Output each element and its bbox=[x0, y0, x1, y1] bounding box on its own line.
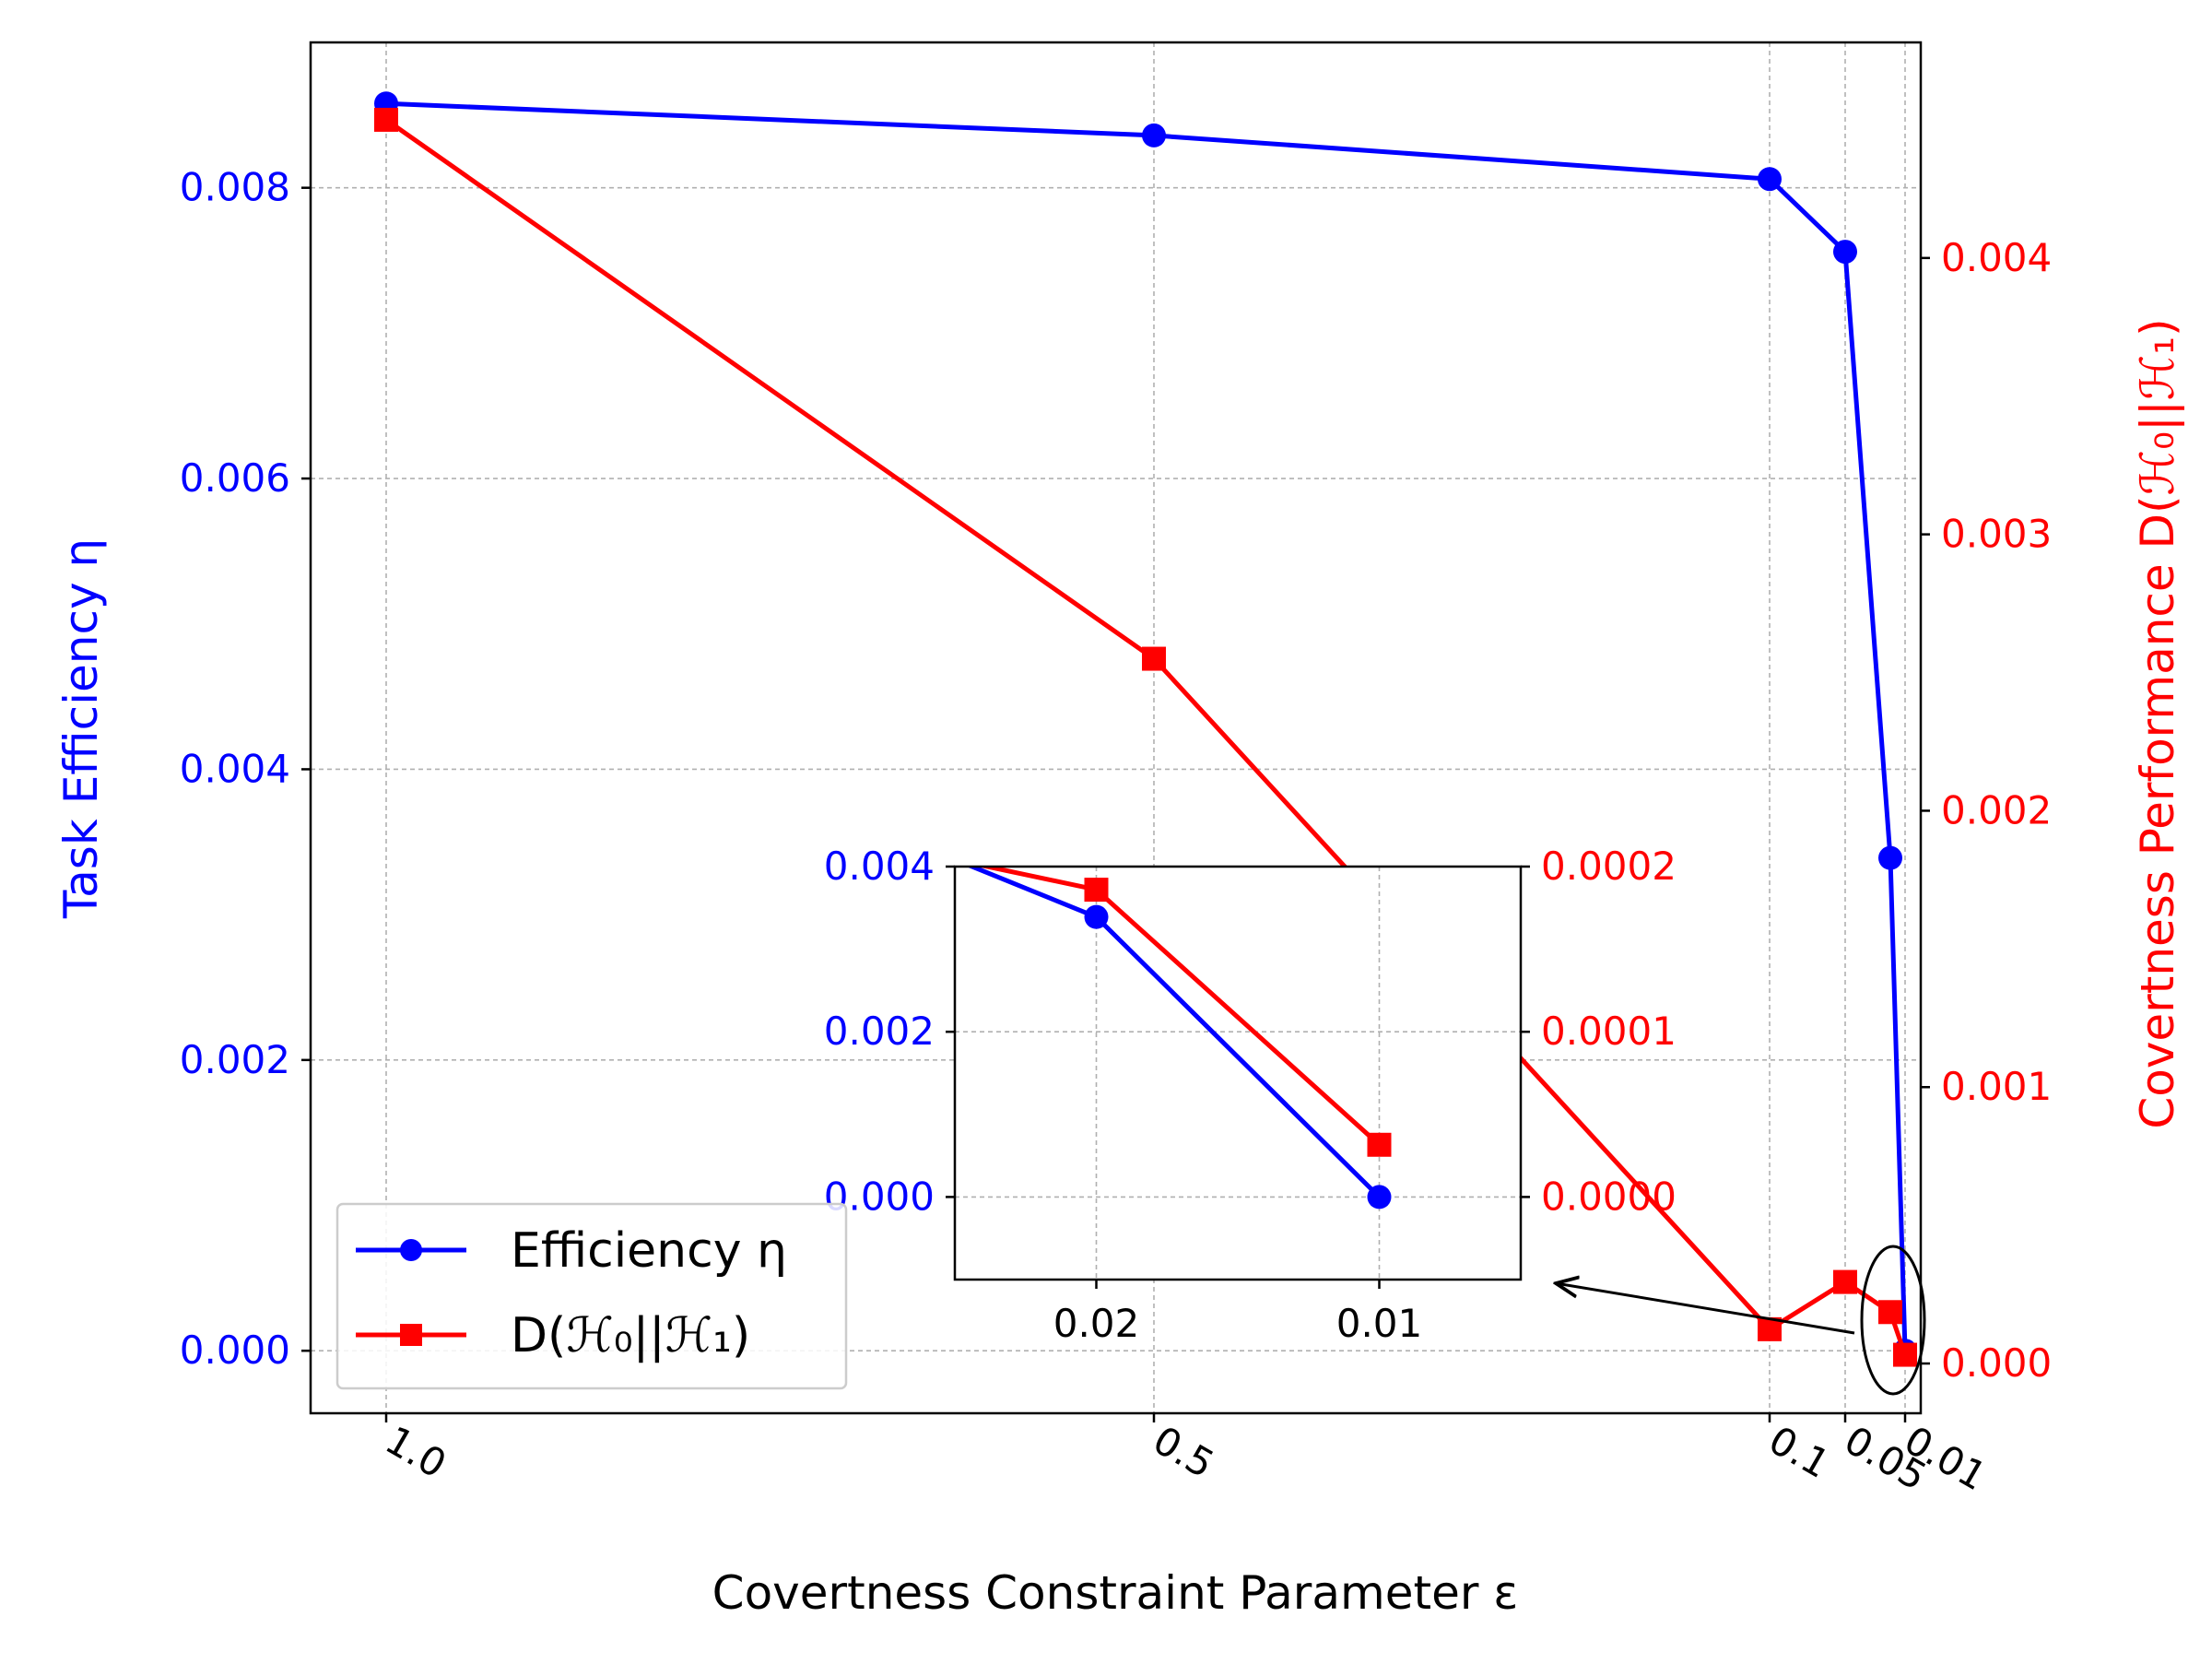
divergence-series-point bbox=[374, 107, 398, 132]
inset-x-tick-label: 0.01 bbox=[1336, 1301, 1423, 1346]
left-y-tick-label: 0.008 bbox=[180, 165, 290, 210]
inset-efficiency-series-point bbox=[1084, 904, 1109, 929]
inset-plot-frame bbox=[953, 865, 1523, 1281]
inset-efficiency-series-point bbox=[1367, 1185, 1392, 1210]
right-y-tick-label: 0.000 bbox=[1941, 1340, 2052, 1386]
inset-divergence-series-line bbox=[976, 867, 1382, 1147]
inset-divergence-series-point bbox=[1367, 1132, 1392, 1157]
left-y-tick-label: 0.004 bbox=[180, 746, 290, 791]
inset-x-tick-label: 0.02 bbox=[1053, 1301, 1140, 1346]
inset-left-y-tick-label: 0.004 bbox=[824, 844, 935, 889]
left-y-tick-label: 0.000 bbox=[180, 1328, 290, 1373]
inset-right-y-tick-label: 0.0000 bbox=[1541, 1174, 1677, 1219]
main-plot-frame bbox=[309, 41, 1923, 1415]
inset-left-y-tick-label: 0.002 bbox=[824, 1009, 935, 1054]
x-axis-label: Covertness Constraint Parameter ε bbox=[712, 1566, 1519, 1620]
divergence-series-point bbox=[1142, 646, 1166, 671]
legend-label-efficiency: Efficiency η bbox=[511, 1223, 787, 1279]
legend-marker-efficiency bbox=[400, 1239, 422, 1261]
inset-plot-series bbox=[966, 867, 1392, 1210]
inset-right-y-tick-label: 0.0001 bbox=[1541, 1009, 1677, 1054]
legend-label-divergence: D(ℋ₀||ℋ₁) bbox=[511, 1308, 750, 1363]
right-y-tick-label: 0.001 bbox=[1941, 1064, 2052, 1109]
inset-right-y-tick-label: 0.0002 bbox=[1541, 844, 1677, 889]
left-y-tick-label: 0.006 bbox=[180, 455, 290, 501]
right-y-axis-label: Covertness Performance D(ℋ₀||ℋ₁) bbox=[2131, 318, 2184, 1128]
right-y-tick-label: 0.002 bbox=[1941, 787, 2052, 832]
efficiency-series-point bbox=[1878, 845, 1902, 870]
inset-background bbox=[955, 867, 1521, 1280]
divergence-series-point bbox=[1893, 1342, 1917, 1367]
legend-marker-divergence bbox=[400, 1324, 422, 1346]
legend: Efficiency η D(ℋ₀||ℋ₁) bbox=[335, 1202, 848, 1390]
divergence-series-point bbox=[1833, 1269, 1857, 1294]
left-y-axis-label: Task Efficiency η bbox=[54, 538, 108, 919]
divergence-series-point bbox=[1878, 1300, 1902, 1325]
efficiency-series-point bbox=[1833, 240, 1857, 265]
zoom-highlight-ellipse bbox=[1860, 1245, 1926, 1396]
inset-divergence-series-point bbox=[1084, 878, 1109, 903]
efficiency-series-line bbox=[385, 100, 1908, 1351]
right-y-tick-label: 0.004 bbox=[1941, 235, 2052, 280]
inset-efficiency-series-line bbox=[966, 867, 1382, 1199]
zoom-arrow bbox=[1556, 1283, 1855, 1335]
right-y-tick-label: 0.003 bbox=[1941, 512, 2052, 557]
efficiency-series-point bbox=[1758, 167, 1782, 192]
main-plot-series bbox=[374, 91, 1917, 1367]
left-y-tick-label: 0.002 bbox=[180, 1037, 290, 1082]
efficiency-series-point bbox=[1142, 123, 1166, 148]
